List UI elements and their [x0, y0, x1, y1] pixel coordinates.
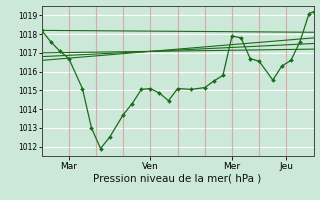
- X-axis label: Pression niveau de la mer( hPa ): Pression niveau de la mer( hPa ): [93, 173, 262, 183]
